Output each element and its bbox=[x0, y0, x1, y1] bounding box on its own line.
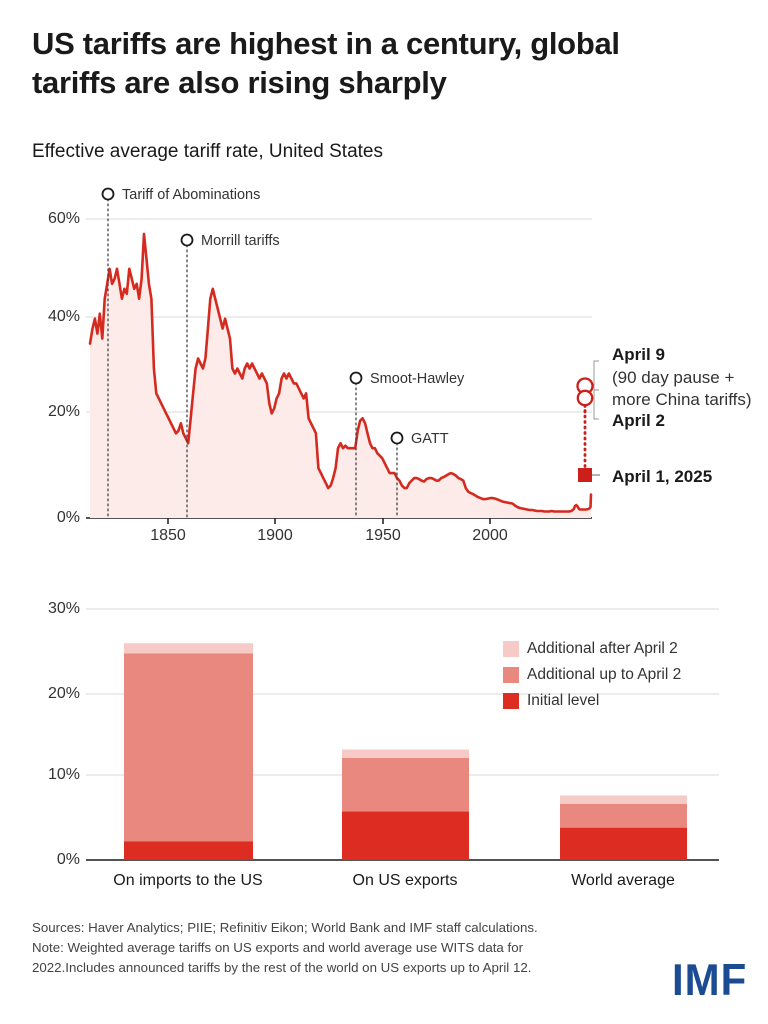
svg-text:0%: 0% bbox=[57, 851, 80, 868]
svg-text:On US exports: On US exports bbox=[353, 872, 458, 889]
svg-text:World average: World average bbox=[571, 872, 675, 889]
svg-text:20%: 20% bbox=[48, 685, 80, 702]
svg-text:60%: 60% bbox=[48, 210, 80, 227]
svg-text:1850: 1850 bbox=[150, 527, 186, 544]
svg-text:On imports to the US: On imports to the US bbox=[113, 872, 262, 889]
svg-text:GATT: GATT bbox=[411, 431, 449, 447]
svg-text:20%: 20% bbox=[48, 403, 80, 420]
svg-text:Morrill tariffs: Morrill tariffs bbox=[201, 233, 280, 249]
svg-text:Additional up to April 2: Additional up to April 2 bbox=[527, 666, 681, 683]
svg-text:40%: 40% bbox=[48, 308, 80, 325]
svg-text:Tariff of Abominations: Tariff of Abominations bbox=[122, 187, 260, 203]
svg-text:1900: 1900 bbox=[257, 527, 293, 544]
svg-text:Smoot-Hawley: Smoot-Hawley bbox=[370, 371, 465, 387]
svg-text:Additional after April 2: Additional after April 2 bbox=[527, 640, 678, 657]
svg-text:0%: 0% bbox=[57, 509, 80, 526]
svg-text:1950: 1950 bbox=[365, 527, 401, 544]
svg-text:30%: 30% bbox=[48, 600, 80, 617]
svg-text:10%: 10% bbox=[48, 766, 80, 783]
svg-text:2000: 2000 bbox=[472, 527, 508, 544]
svg-text:Initial level: Initial level bbox=[527, 692, 599, 709]
